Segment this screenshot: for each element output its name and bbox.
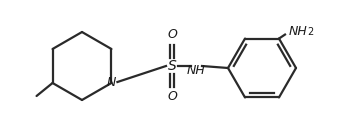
Text: NH: NH bbox=[187, 65, 206, 77]
Text: S: S bbox=[168, 59, 176, 73]
Text: O: O bbox=[167, 90, 177, 103]
Text: 2: 2 bbox=[307, 27, 313, 37]
Text: NH: NH bbox=[289, 25, 308, 38]
Text: N: N bbox=[107, 75, 116, 88]
Text: O: O bbox=[167, 28, 177, 41]
